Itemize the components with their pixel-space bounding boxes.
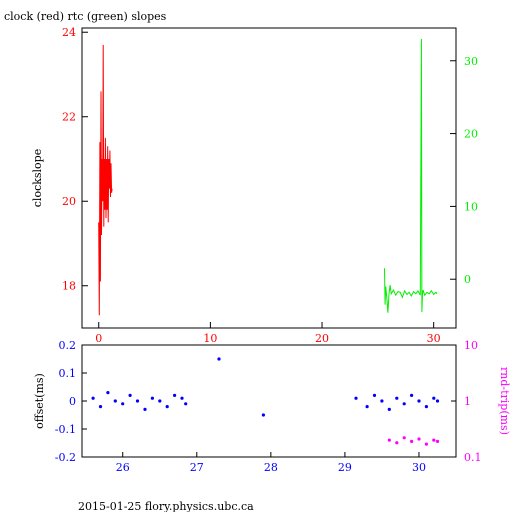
top-y-tick-label: 24 [62,26,76,39]
offset-point [106,391,110,395]
offset-point [387,407,391,411]
offset-point [432,396,436,400]
offset-point [128,393,132,397]
footer-text: 2015-01-25 flory.physics.ubc.ca [78,500,254,512]
rnd-trip-point [432,438,436,442]
bottom-x-tick-label: 27 [190,461,204,474]
offset-point [143,407,147,411]
offset-point [372,393,377,397]
rnd-trip-point [417,437,421,441]
bottom-x-tick-label: 29 [338,461,352,474]
offset-point [424,405,428,409]
top-x-tick-label: 20 [315,332,329,345]
top-y-tick-label: 20 [62,195,76,208]
offset-point [165,405,169,409]
offset-point [395,396,399,400]
top-x-tick-label: 10 [203,332,217,345]
bottom-y2-axis-label: rnd-trip(ms) [498,367,511,435]
bottom-x-tick-label: 30 [412,461,426,474]
clockslope-panel: clockslope 0 10 20 30 18 20 22 24 0 10 20 30 [31,26,478,345]
top-y-tick-label: 22 [62,111,76,124]
chart-title: clock (red) rtc (green) slopes [4,10,167,23]
top-y2-tick-label: 20 [464,128,478,141]
offset-point [184,402,188,406]
offset-point [98,405,103,409]
rtc-series-line [384,38,438,313]
rnd-trip-point [387,438,391,442]
bottom-y2-tick-label: 0.1 [464,451,482,464]
clock-series-line [98,44,113,316]
offset-point [417,399,421,403]
offset-point [217,357,221,361]
rnd-trip-point [435,439,440,443]
offset-point [380,399,384,403]
bottom-y-tick-label: 0.1 [59,367,77,380]
offset-panel: offset(ms) rnd-trip(ms) 26 27 28 29 30 -0.2 -0… [33,339,511,474]
bottom-y-tick-label: -0.2 [55,451,76,464]
rnd-trip-point [424,442,428,446]
bottom-y-tick-label: -0.1 [55,423,76,436]
bottom-x-tick-label: 26 [116,461,130,474]
offset-point [150,396,154,400]
bottom-y-tick-label: 0 [69,395,76,408]
top-x-tick-label: 30 [427,332,441,345]
bottom-y2-tick-label: 1 [464,395,471,408]
top-x-tick-label: 0 [95,332,102,345]
top-y2-tick-label: 10 [464,200,478,213]
offset-point [113,399,117,403]
top-y2-tick-label: 30 [464,55,478,68]
rnd-trip-point [395,441,399,445]
offset-point [365,405,369,409]
offset-point [402,402,406,406]
bottom-y-tick-label: 0.2 [59,339,77,352]
offset-point [135,399,140,403]
bottom-y-axis-label: offset(ms) [33,373,46,429]
rnd-trip-point [402,436,406,440]
offset-point [435,399,440,403]
offset-point [121,402,125,406]
offset-point [354,396,358,400]
bottom-y2-tick-label: 10 [464,339,478,352]
rnd-trip-point [410,439,414,443]
offset-point [410,393,414,397]
offset-point [180,396,184,400]
top-y2-tick-label: 0 [464,273,471,286]
offset-point [173,393,177,397]
top-plot-frame [81,27,457,329]
offset-point [158,399,162,403]
top-y-axis-label: clockslope [31,149,44,207]
bottom-x-tick-label: 28 [264,461,278,474]
offset-point [91,396,95,400]
top-y-tick-label: 18 [62,280,76,293]
offset-point [261,413,265,417]
